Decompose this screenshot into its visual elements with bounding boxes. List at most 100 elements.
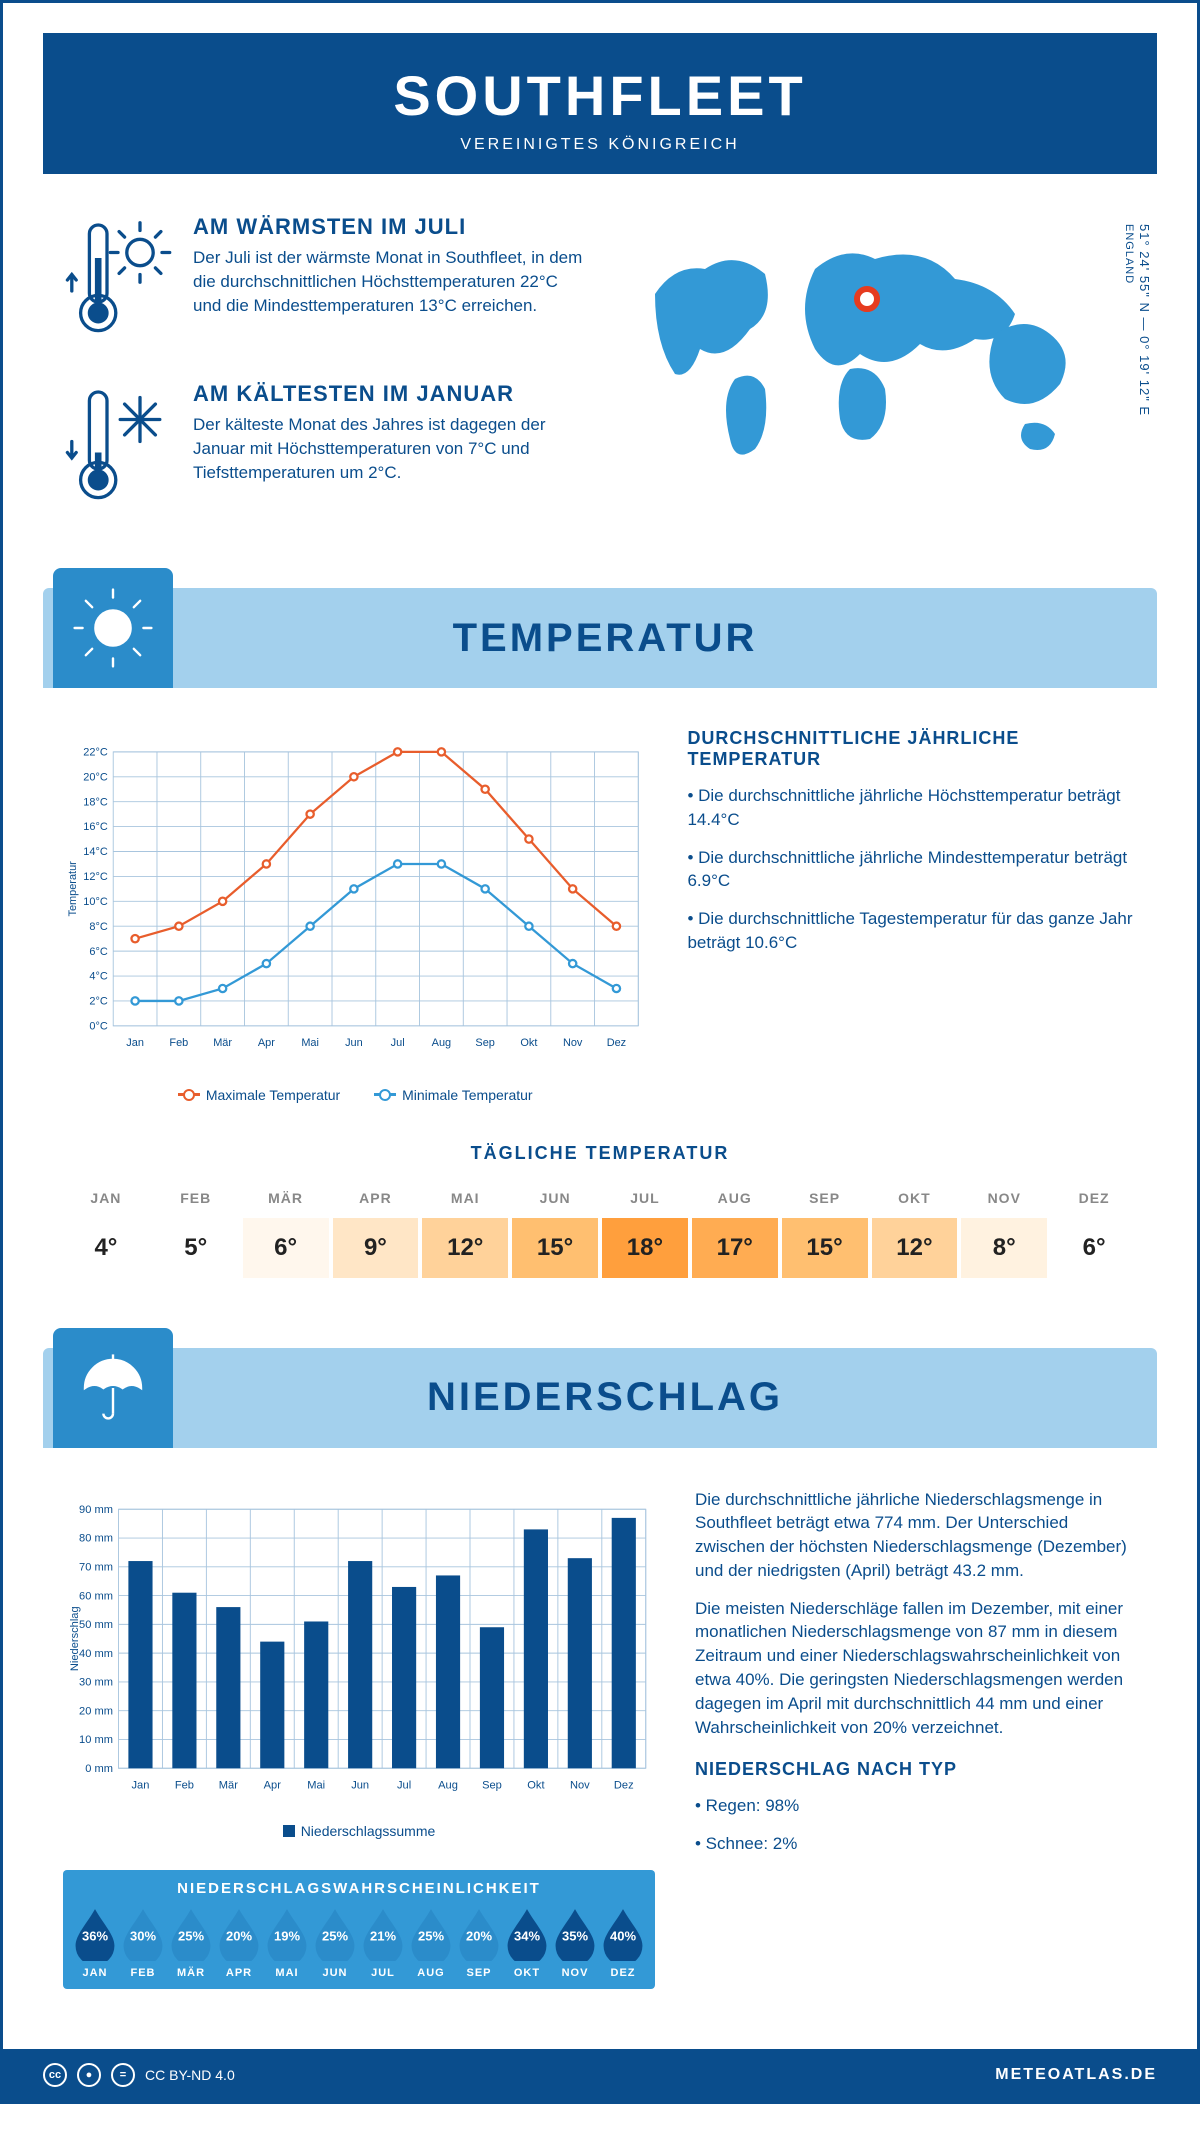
probability-drop: 20% APR bbox=[217, 1907, 261, 1979]
svg-text:Dez: Dez bbox=[614, 1779, 634, 1791]
probability-drop: 25% MÄR bbox=[169, 1907, 213, 1979]
warmest-title: AM WÄRMSTEN IM JULI bbox=[193, 214, 585, 240]
coldest-title: AM KÄLTESTEN IM JANUAR bbox=[193, 381, 585, 407]
svg-text:0°C: 0°C bbox=[89, 1020, 107, 1032]
probability-drop: 20% SEP bbox=[457, 1907, 501, 1979]
svg-text:20 mm: 20 mm bbox=[79, 1705, 113, 1717]
header-banner: SOUTHFLEET VEREINIGTES KÖNIGREICH bbox=[43, 33, 1157, 174]
precipitation-section-header: NIEDERSCHLAG bbox=[43, 1348, 1157, 1448]
probability-drop: 40% DEZ bbox=[601, 1907, 645, 1979]
svg-text:Nov: Nov bbox=[570, 1779, 590, 1791]
warmest-text: Der Juli ist der wärmste Monat in Southf… bbox=[193, 246, 585, 317]
svg-text:Mai: Mai bbox=[301, 1037, 319, 1049]
svg-text:6°C: 6°C bbox=[89, 946, 107, 958]
heat-cell: JUN 15° bbox=[512, 1180, 598, 1288]
svg-text:Apr: Apr bbox=[258, 1037, 275, 1049]
probability-drop: 19% MAI bbox=[265, 1907, 309, 1979]
temperature-line-chart: 0°C2°C4°C6°C8°C10°C12°C14°C16°C18°C20°C2… bbox=[63, 728, 647, 1068]
svg-text:50 mm: 50 mm bbox=[79, 1619, 113, 1631]
intro-section: AM WÄRMSTEN IM JULI Der Juli ist der wär… bbox=[3, 174, 1197, 568]
cc-icon: cc bbox=[43, 2063, 67, 2087]
svg-text:0 mm: 0 mm bbox=[85, 1762, 113, 1774]
location-title: SOUTHFLEET bbox=[43, 63, 1157, 128]
svg-text:Jul: Jul bbox=[391, 1037, 405, 1049]
svg-text:10 mm: 10 mm bbox=[79, 1734, 113, 1746]
sun-icon bbox=[53, 568, 173, 688]
daily-temperature-table: TÄGLICHE TEMPERATUR JAN 4° FEB 5° MÄR 6°… bbox=[3, 1123, 1197, 1328]
site-label: METEOATLAS.DE bbox=[995, 2066, 1157, 2084]
svg-text:Feb: Feb bbox=[175, 1779, 194, 1791]
coldest-block: AM KÄLTESTEN IM JANUAR Der kälteste Mona… bbox=[63, 381, 585, 518]
svg-text:Dez: Dez bbox=[607, 1037, 626, 1049]
svg-text:8°C: 8°C bbox=[89, 921, 107, 933]
temperature-title: TEMPERATUR bbox=[173, 616, 1157, 661]
heat-cell: OKT 12° bbox=[872, 1180, 958, 1288]
svg-text:Nov: Nov bbox=[563, 1037, 583, 1049]
heat-cell: NOV 8° bbox=[961, 1180, 1047, 1288]
svg-text:2°C: 2°C bbox=[89, 996, 107, 1008]
license-label: CC BY-ND 4.0 bbox=[145, 2067, 235, 2083]
svg-text:Jul: Jul bbox=[397, 1779, 411, 1791]
precipitation-title: NIEDERSCHLAG bbox=[173, 1375, 1157, 1420]
svg-text:60 mm: 60 mm bbox=[79, 1590, 113, 1602]
page-frame: SOUTHFLEET VEREINIGTES KÖNIGREICH bbox=[0, 0, 1200, 2104]
probability-drop: 25% AUG bbox=[409, 1907, 453, 1979]
thermometer-sun-icon bbox=[63, 214, 173, 351]
svg-text:18°C: 18°C bbox=[83, 796, 108, 808]
svg-text:Temperatur: Temperatur bbox=[67, 861, 79, 917]
svg-text:Mär: Mär bbox=[213, 1037, 232, 1049]
coordinates-label: 51° 24' 55" N — 0° 19' 12" E ENGLAND bbox=[1122, 224, 1152, 416]
svg-text:14°C: 14°C bbox=[83, 846, 108, 858]
world-map-icon bbox=[615, 214, 1115, 474]
svg-text:40 mm: 40 mm bbox=[79, 1647, 113, 1659]
svg-text:Jun: Jun bbox=[345, 1037, 363, 1049]
svg-text:Jan: Jan bbox=[132, 1779, 150, 1791]
temperature-info: DURCHSCHNITTLICHE JÄHRLICHE TEMPERATUR •… bbox=[687, 728, 1137, 1103]
line-chart-legend: Maximale Temperatur Minimale Temperatur bbox=[63, 1083, 647, 1103]
probability-drop: 30% FEB bbox=[121, 1907, 165, 1979]
svg-text:Jan: Jan bbox=[126, 1037, 144, 1049]
svg-text:Okt: Okt bbox=[520, 1037, 537, 1049]
svg-text:22°C: 22°C bbox=[83, 747, 108, 759]
svg-text:Sep: Sep bbox=[475, 1037, 494, 1049]
svg-text:30 mm: 30 mm bbox=[79, 1676, 113, 1688]
heat-cell: MAI 12° bbox=[422, 1180, 508, 1288]
probability-drop: 21% JUL bbox=[361, 1907, 405, 1979]
svg-text:Jun: Jun bbox=[351, 1779, 369, 1791]
coldest-text: Der kälteste Monat des Jahres ist dagege… bbox=[193, 413, 585, 484]
svg-text:80 mm: 80 mm bbox=[79, 1532, 113, 1544]
heat-cell: FEB 5° bbox=[153, 1180, 239, 1288]
probability-drop: 25% JUN bbox=[313, 1907, 357, 1979]
svg-text:90 mm: 90 mm bbox=[79, 1503, 113, 1515]
location-subtitle: VEREINIGTES KÖNIGREICH bbox=[43, 136, 1157, 154]
svg-text:Sep: Sep bbox=[482, 1779, 502, 1791]
heat-cell: DEZ 6° bbox=[1051, 1180, 1137, 1288]
svg-text:20°C: 20°C bbox=[83, 771, 108, 783]
svg-text:16°C: 16°C bbox=[83, 821, 108, 833]
probability-drop: 35% NOV bbox=[553, 1907, 597, 1979]
footer: cc ● = CC BY-ND 4.0 METEOATLAS.DE bbox=[3, 2049, 1197, 2101]
heat-cell: JAN 4° bbox=[63, 1180, 149, 1288]
svg-text:70 mm: 70 mm bbox=[79, 1561, 113, 1573]
svg-text:Aug: Aug bbox=[438, 1779, 458, 1791]
probability-drop: 36% JAN bbox=[73, 1907, 117, 1979]
svg-text:Niederschlag: Niederschlag bbox=[69, 1606, 81, 1671]
umbrella-icon bbox=[53, 1328, 173, 1448]
svg-text:Aug: Aug bbox=[432, 1037, 451, 1049]
heat-cell: AUG 17° bbox=[692, 1180, 778, 1288]
svg-text:Mai: Mai bbox=[307, 1779, 325, 1791]
probability-drop: 34% OKT bbox=[505, 1907, 549, 1979]
svg-text:Mär: Mär bbox=[219, 1779, 238, 1791]
by-icon: ● bbox=[77, 2063, 101, 2087]
thermometer-snow-icon bbox=[63, 381, 173, 518]
svg-text:12°C: 12°C bbox=[83, 871, 108, 883]
svg-text:Okt: Okt bbox=[527, 1779, 544, 1791]
heat-cell: APR 9° bbox=[333, 1180, 419, 1288]
heat-cell: MÄR 6° bbox=[243, 1180, 329, 1288]
svg-text:4°C: 4°C bbox=[89, 971, 107, 983]
precipitation-bar-chart: 0 mm 10 mm 20 mm 30 mm 40 mm 50 mm 60 mm 70 mm 8… bbox=[63, 1488, 655, 1808]
precipitation-info: Die durchschnittliche jährliche Niedersc… bbox=[695, 1488, 1137, 1989]
svg-text:Apr: Apr bbox=[264, 1779, 282, 1791]
warmest-block: AM WÄRMSTEN IM JULI Der Juli ist der wär… bbox=[63, 214, 585, 351]
bar-chart-legend: Niederschlagssumme bbox=[63, 1823, 655, 1840]
